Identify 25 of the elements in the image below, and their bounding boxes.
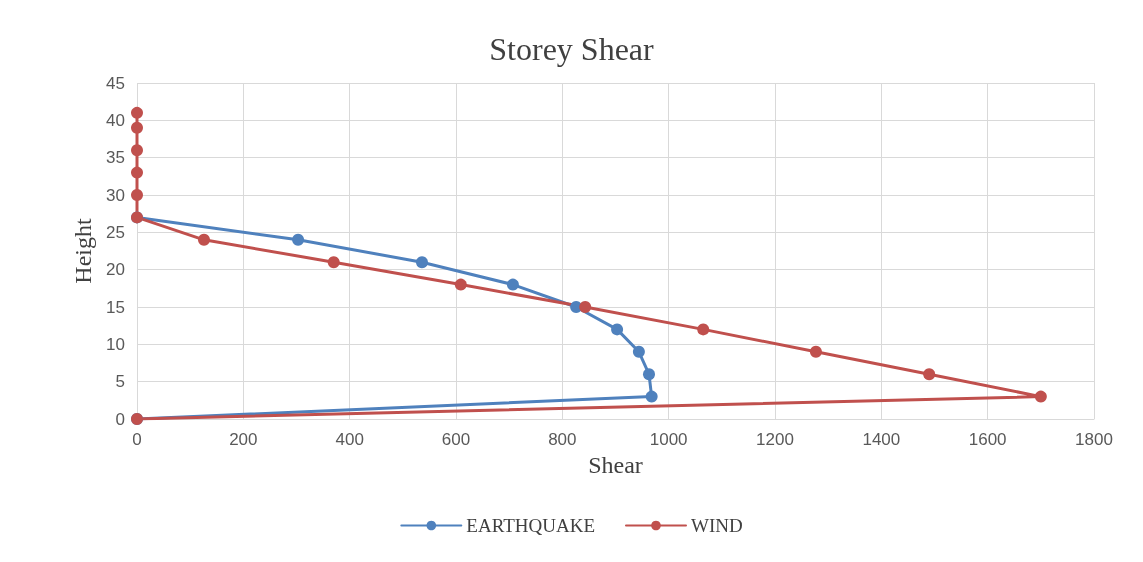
legend-label: WIND [690, 515, 743, 536]
x-tick-label: 1400 [862, 430, 901, 449]
chart-title: Storey Shear [489, 31, 655, 67]
x-tick-label: 200 [229, 430, 258, 449]
y-tick-label: 0 [115, 409, 125, 429]
x-tick-label: 1600 [968, 430, 1007, 449]
y-tick-label: 35 [106, 148, 125, 168]
y-tick-label: 5 [115, 372, 125, 392]
y-tick-label: 15 [106, 297, 125, 317]
x-tick-label: 1800 [1075, 430, 1113, 449]
x-tick-label: 0 [132, 430, 142, 449]
y-tick-label: 30 [106, 185, 125, 205]
legend-label: EARTHQUAKE [466, 515, 595, 536]
y-tick-label: 45 [106, 73, 125, 93]
y-tick-label: 20 [106, 260, 125, 280]
y-tick-label: 40 [106, 110, 125, 130]
x-tick-label: 1200 [756, 430, 794, 449]
x-tick-label: 600 [441, 430, 471, 449]
x-tick-label: 800 [548, 430, 577, 449]
y-tick-label: 25 [106, 222, 125, 242]
y-axis-title: Height [70, 218, 96, 284]
x-axis-title: Shear [588, 451, 643, 478]
x-tick-label: 1000 [649, 430, 688, 449]
x-tick-label: 400 [335, 430, 364, 449]
y-tick-label: 10 [106, 334, 125, 354]
